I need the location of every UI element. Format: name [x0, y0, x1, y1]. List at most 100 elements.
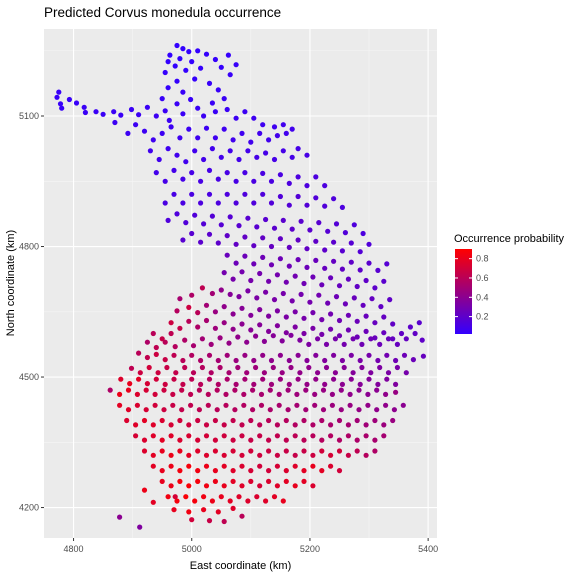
data-point [125, 130, 131, 136]
data-point [244, 339, 250, 345]
data-point [153, 344, 159, 351]
data-point [73, 100, 80, 106]
data-point [292, 483, 298, 489]
data-point [195, 417, 201, 424]
data-point [336, 468, 343, 474]
data-point [292, 463, 298, 469]
data-point [372, 437, 378, 443]
data-point [227, 214, 233, 220]
data-point [285, 407, 291, 413]
data-point [260, 254, 266, 260]
data-point [177, 448, 183, 454]
data-point [180, 46, 186, 52]
data-point [280, 498, 286, 504]
data-point [251, 115, 257, 121]
data-point [59, 105, 65, 111]
data-point [280, 290, 286, 297]
data-point [306, 341, 312, 347]
data-point [177, 417, 183, 424]
y-tick-label: 4800 [19, 242, 39, 252]
data-point [286, 244, 292, 250]
data-point [198, 65, 204, 71]
legend-tick-label: 0.8 [476, 254, 489, 264]
data-point [221, 483, 227, 489]
data-point [162, 69, 168, 76]
data-point [280, 148, 286, 154]
data-point [315, 370, 321, 376]
data-point [383, 402, 389, 408]
data-point [266, 478, 272, 484]
data-point [266, 468, 272, 474]
data-point [248, 277, 254, 284]
data-point [127, 381, 133, 387]
data-point [295, 146, 301, 152]
data-point [260, 376, 266, 382]
data-point [165, 85, 171, 91]
data-point [325, 300, 331, 306]
data-point [221, 270, 227, 276]
data-point [323, 364, 330, 371]
data-point [301, 437, 307, 443]
data-point [137, 524, 143, 530]
data-point [224, 352, 230, 358]
data-point [189, 292, 195, 298]
data-point [188, 96, 194, 103]
data-point [319, 417, 325, 424]
data-point [257, 307, 263, 313]
data-point [248, 327, 254, 333]
data-point [212, 109, 218, 115]
data-point [199, 364, 205, 371]
data-point [180, 111, 186, 117]
data-point [372, 417, 378, 424]
data-point [310, 422, 316, 428]
data-point [183, 220, 189, 226]
data-point [288, 364, 294, 371]
data-point [366, 260, 372, 266]
data-point [359, 341, 365, 347]
data-point [198, 357, 204, 364]
data-point [254, 224, 260, 230]
data-point [274, 308, 280, 314]
data-point [348, 240, 354, 246]
data-point [195, 310, 201, 316]
data-point [221, 518, 227, 525]
data-point [354, 448, 360, 454]
data-point [230, 137, 236, 143]
x-tick-label: 5400 [418, 544, 438, 554]
data-point [225, 52, 231, 58]
data-point [248, 478, 254, 484]
data-point [385, 370, 392, 376]
data-point [245, 288, 251, 294]
data-point [292, 273, 298, 279]
data-point [277, 256, 283, 262]
data-point [319, 317, 325, 323]
data-point [266, 328, 272, 334]
data-point [319, 437, 325, 443]
data-point [322, 183, 328, 189]
data-point [298, 218, 304, 224]
data-point [366, 376, 372, 382]
data-point [245, 148, 251, 154]
data-point [141, 448, 148, 454]
data-point [251, 357, 257, 364]
data-point [251, 178, 257, 184]
data-point [215, 509, 221, 515]
data-point [233, 200, 239, 206]
data-point [310, 310, 316, 316]
data-point [180, 89, 186, 95]
data-point [118, 112, 124, 118]
data-point [189, 352, 195, 358]
data-point [233, 260, 239, 266]
data-point [161, 387, 167, 393]
data-point [212, 325, 218, 331]
data-point [374, 407, 380, 413]
data-point [195, 468, 201, 474]
data-point [134, 391, 140, 397]
x-tick-label: 4800 [64, 544, 84, 554]
data-point [66, 96, 72, 103]
data-point [230, 468, 236, 474]
data-point [283, 468, 289, 474]
data-point [232, 407, 238, 413]
data-point [398, 330, 405, 337]
